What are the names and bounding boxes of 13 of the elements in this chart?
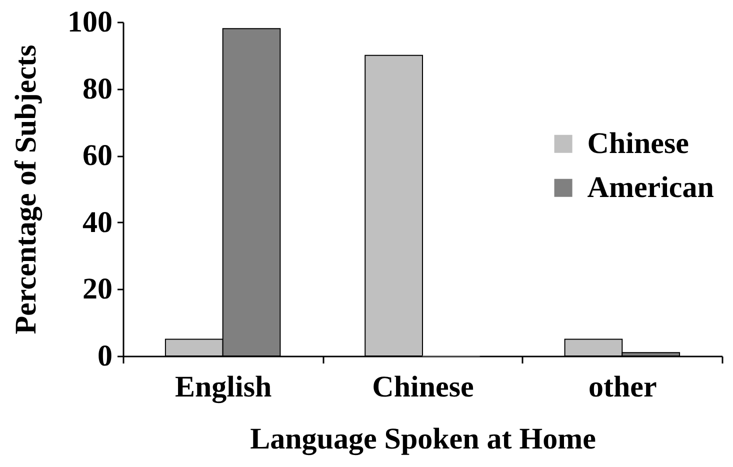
y-tick-label: 40 — [82, 206, 112, 239]
y-tick-label: 80 — [82, 72, 112, 106]
x-tick-label: English — [174, 370, 272, 404]
y-tick-label: 20 — [82, 272, 112, 306]
y-tick-label: 0 — [98, 340, 112, 372]
y-tick-label: 100 — [68, 6, 112, 38]
y-tick-label: 60 — [82, 139, 112, 172]
x-tick-label: other — [588, 370, 657, 404]
x-tick-label: Chinese — [372, 370, 474, 404]
x-axis-title: Language Spoken at Home — [250, 422, 596, 456]
legend-label: Chinese — [587, 126, 689, 160]
y-axis-title: Percentage of Subjects — [10, 44, 42, 334]
legend-label: American — [587, 170, 714, 204]
